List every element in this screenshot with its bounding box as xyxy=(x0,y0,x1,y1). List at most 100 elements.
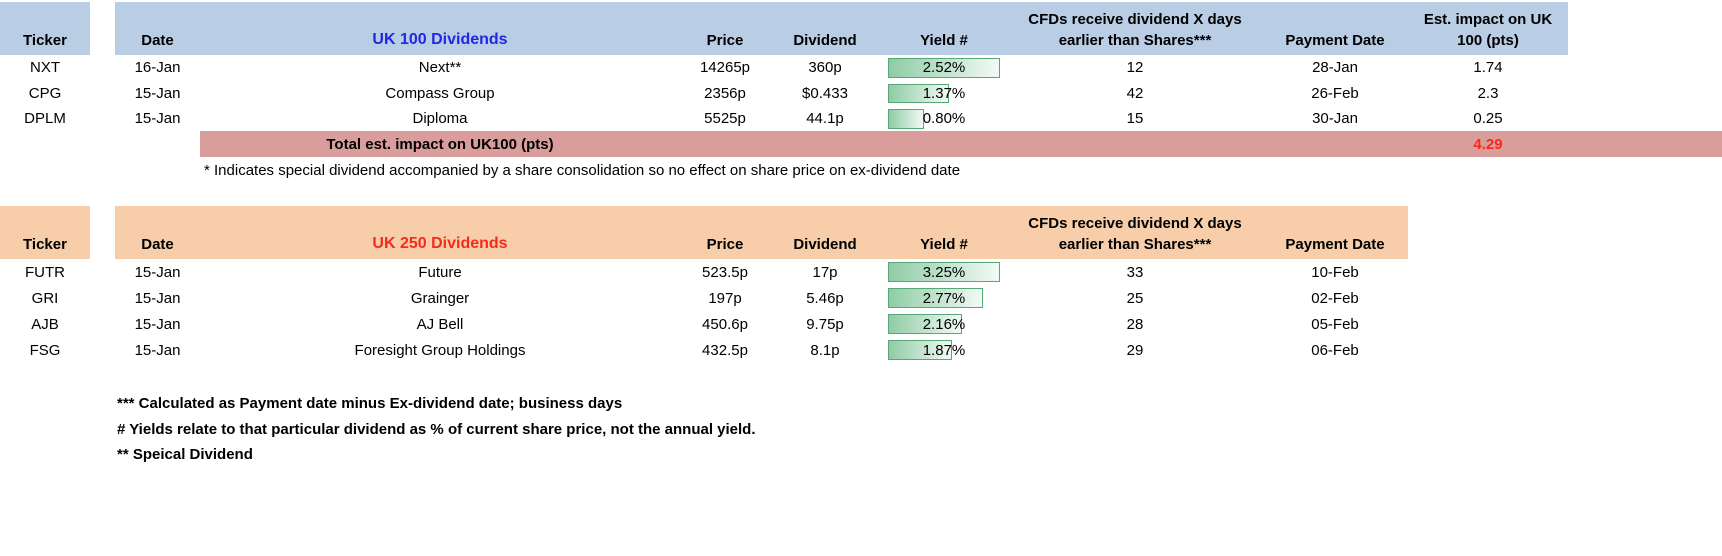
col-header-yield[interactable]: Yield # xyxy=(880,206,1008,259)
yield-value: 2.77% xyxy=(922,289,966,307)
cell-price[interactable]: 523.5p xyxy=(702,263,748,281)
cell-dividend[interactable]: 9.75p xyxy=(806,315,844,333)
cell-payment-date[interactable]: 26-Feb xyxy=(1311,84,1359,102)
cell-payment-date[interactable]: 05-Feb xyxy=(1311,315,1359,333)
cell-payment-date[interactable]: 06-Feb xyxy=(1311,341,1359,359)
cell-impact[interactable]: 2.3 xyxy=(1477,84,1499,102)
col-header-payment-date[interactable]: Payment Date xyxy=(1262,2,1408,55)
cell-payment-date[interactable]: 02-Feb xyxy=(1311,289,1359,307)
cell-yield[interactable]: 2.16% xyxy=(880,311,1008,337)
table-row: CPG 15-Jan Compass Group 2356p $0.433 1.… xyxy=(0,81,1568,107)
cell-company-name[interactable]: Future xyxy=(418,263,462,281)
cell-price[interactable]: 2356p xyxy=(704,84,746,102)
col-header-dividend[interactable]: Dividend xyxy=(770,206,880,259)
cell-date[interactable]: 15-Jan xyxy=(134,315,181,333)
cell-payment-date[interactable]: 30-Jan xyxy=(1312,110,1358,128)
cell-payment-date[interactable]: 10-Feb xyxy=(1311,263,1359,281)
col-header-cfds-days[interactable]: CFDs receive dividend X days earlier tha… xyxy=(1008,2,1262,55)
table-row: AJB 15-Jan AJ Bell 450.6p 9.75p 2.16% 28… xyxy=(0,311,1408,337)
col-header-ticker[interactable]: Ticker xyxy=(0,206,90,259)
yield-bar-track xyxy=(888,83,1000,103)
cell-dividend[interactable]: 8.1p xyxy=(810,341,840,359)
cell-company-name[interactable]: Compass Group xyxy=(385,84,495,102)
uk100-title-label: UK 100 Dividends xyxy=(372,30,508,48)
footnote-cfds-calculation: *** Calculated as Payment date minus Ex-… xyxy=(117,395,623,413)
cell-dividend[interactable]: $0.433 xyxy=(802,84,848,102)
uk100-table-title[interactable]: UK 100 Dividends xyxy=(200,2,680,55)
cell-price[interactable]: 14265p xyxy=(699,59,751,77)
cell-date[interactable]: 15-Jan xyxy=(134,84,181,102)
column-gap xyxy=(90,285,115,311)
yield-data-bar xyxy=(888,262,1000,282)
cell-price[interactable]: 450.6p xyxy=(702,315,748,333)
col-header-price[interactable]: Price xyxy=(680,206,770,259)
cell-price[interactable]: 5525p xyxy=(704,110,746,128)
cell-date[interactable]: 15-Jan xyxy=(134,289,181,307)
uk250-title-label: UK 250 Dividends xyxy=(372,234,508,252)
cell-date[interactable]: 15-Jan xyxy=(134,110,181,128)
cell-price[interactable]: 197p xyxy=(708,289,742,307)
uk250-table-title[interactable]: UK 250 Dividends xyxy=(200,206,680,259)
cfds-header-line2: earlier than Shares*** xyxy=(1058,32,1212,49)
cell-cfds-days[interactable]: 12 xyxy=(1126,59,1144,77)
cell-company-name[interactable]: AJ Bell xyxy=(416,315,464,333)
col-header-cfds-days[interactable]: CFDs receive dividend X days earlier tha… xyxy=(1008,206,1262,259)
cell-company-name[interactable]: Grainger xyxy=(410,289,470,307)
cell-payment-date[interactable]: 28-Jan xyxy=(1312,59,1358,77)
cell-company-name[interactable]: Diploma xyxy=(412,110,468,128)
cell-dividend[interactable]: 5.46p xyxy=(806,289,844,307)
cell-cfds-days[interactable]: 29 xyxy=(1126,341,1144,359)
cell-dividend[interactable]: 44.1p xyxy=(806,110,844,128)
cell-yield[interactable]: 0.80% xyxy=(880,106,1008,132)
cell-date[interactable]: 16-Jan xyxy=(134,59,181,77)
col-header-ticker[interactable]: Ticker xyxy=(0,2,90,55)
cell-ticker[interactable]: AJB xyxy=(31,315,59,333)
yield-value: 1.37% xyxy=(922,84,966,102)
cell-company-name[interactable]: Foresight Group Holdings xyxy=(354,341,526,359)
total-impact-value[interactable]: 4.29 xyxy=(1473,135,1503,153)
col-header-price[interactable]: Price xyxy=(680,2,770,55)
cell-ticker[interactable]: DPLM xyxy=(24,110,66,128)
total-impact-label[interactable]: Total est. impact on UK100 (pts) xyxy=(326,135,554,153)
cell-yield[interactable]: 1.87% xyxy=(880,337,1008,363)
cell-date[interactable]: 15-Jan xyxy=(134,263,181,281)
col-header-dividend[interactable]: Dividend xyxy=(770,2,880,55)
cell-ticker[interactable]: GRI xyxy=(31,289,59,307)
cell-cfds-days[interactable]: 25 xyxy=(1126,289,1144,307)
yield-bar-track xyxy=(888,314,1000,334)
col-header-impact[interactable]: Est. impact on UK 100 (pts) xyxy=(1408,2,1568,55)
column-gap xyxy=(90,2,115,55)
cell-dividend[interactable]: 360p xyxy=(808,59,842,77)
cell-ticker[interactable]: CPG xyxy=(28,84,62,102)
cell-impact[interactable]: 0.25 xyxy=(1473,110,1503,128)
cell-impact[interactable]: 1.74 xyxy=(1473,59,1503,77)
cell-cfds-days[interactable]: 15 xyxy=(1126,110,1144,128)
cell-cfds-days[interactable]: 33 xyxy=(1126,263,1144,281)
cell-yield[interactable]: 2.52% xyxy=(880,55,1008,81)
table-row: DPLM 15-Jan Diploma 5525p 44.1p 0.80% 15… xyxy=(0,106,1568,132)
cell-company-name[interactable]: Next** xyxy=(418,59,462,77)
cell-ticker[interactable]: FSG xyxy=(29,341,61,359)
yield-value: 2.16% xyxy=(922,315,966,333)
col-header-payment-date[interactable]: Payment Date xyxy=(1262,206,1408,259)
cell-ticker[interactable]: FUTR xyxy=(25,263,65,281)
cell-yield[interactable]: 3.25% xyxy=(880,259,1008,285)
col-header-date[interactable]: Date xyxy=(115,206,200,259)
cell-date[interactable]: 15-Jan xyxy=(134,341,181,359)
uk250-dividends-table: Ticker Date UK 250 Dividends Price Divid… xyxy=(0,206,1408,363)
cfds-header-line1: CFDs receive dividend X days xyxy=(1028,215,1242,232)
cell-cfds-days[interactable]: 42 xyxy=(1126,84,1144,102)
column-gap xyxy=(90,55,115,81)
col-header-yield[interactable]: Yield # xyxy=(880,2,1008,55)
cell-ticker[interactable]: NXT xyxy=(30,59,60,77)
cell-cfds-days[interactable]: 28 xyxy=(1126,315,1144,333)
table-row: FUTR 15-Jan Future 523.5p 17p 3.25% 33 1… xyxy=(0,259,1408,285)
cell-yield[interactable]: 1.37% xyxy=(880,81,1008,107)
cfds-header-line1: CFDs receive dividend X days xyxy=(1028,11,1242,28)
cell-dividend[interactable]: 17p xyxy=(812,263,838,281)
col-header-date[interactable]: Date xyxy=(115,2,200,55)
cell-price[interactable]: 432.5p xyxy=(702,341,748,359)
yield-bar-track xyxy=(888,262,1000,282)
cell-yield[interactable]: 2.77% xyxy=(880,285,1008,311)
column-gap xyxy=(90,81,115,107)
